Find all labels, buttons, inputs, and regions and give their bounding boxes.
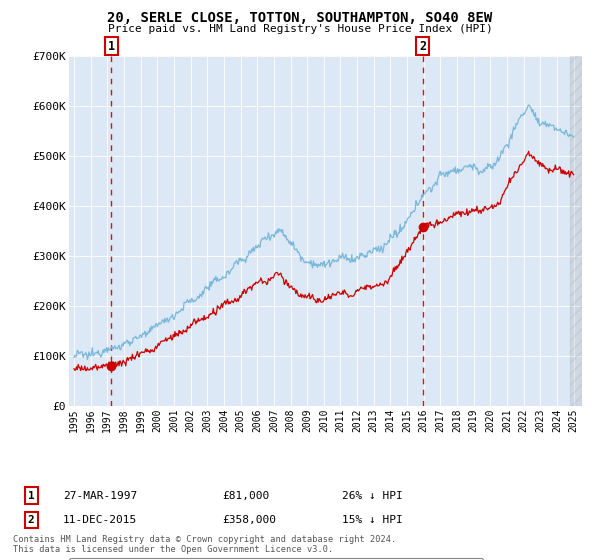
Text: 2: 2 — [28, 515, 35, 525]
Text: 26% ↓ HPI: 26% ↓ HPI — [342, 491, 403, 501]
Text: 1: 1 — [28, 491, 35, 501]
Text: 2: 2 — [419, 40, 427, 53]
Text: 15% ↓ HPI: 15% ↓ HPI — [342, 515, 403, 525]
Text: £81,000: £81,000 — [222, 491, 269, 501]
Text: £358,000: £358,000 — [222, 515, 276, 525]
Text: 27-MAR-1997: 27-MAR-1997 — [63, 491, 137, 501]
Bar — [571, 56, 582, 406]
Text: Contains HM Land Registry data © Crown copyright and database right 2024.
This d: Contains HM Land Registry data © Crown c… — [13, 535, 397, 554]
Text: Price paid vs. HM Land Registry's House Price Index (HPI): Price paid vs. HM Land Registry's House … — [107, 24, 493, 34]
Legend: 20, SERLE CLOSE, TOTTON, SOUTHAMPTON, SO40 8EW (detached house), HPI: Average pr: 20, SERLE CLOSE, TOTTON, SOUTHAMPTON, SO… — [69, 558, 482, 560]
Text: 20, SERLE CLOSE, TOTTON, SOUTHAMPTON, SO40 8EW: 20, SERLE CLOSE, TOTTON, SOUTHAMPTON, SO… — [107, 11, 493, 25]
Text: 11-DEC-2015: 11-DEC-2015 — [63, 515, 137, 525]
Text: 1: 1 — [107, 40, 115, 53]
